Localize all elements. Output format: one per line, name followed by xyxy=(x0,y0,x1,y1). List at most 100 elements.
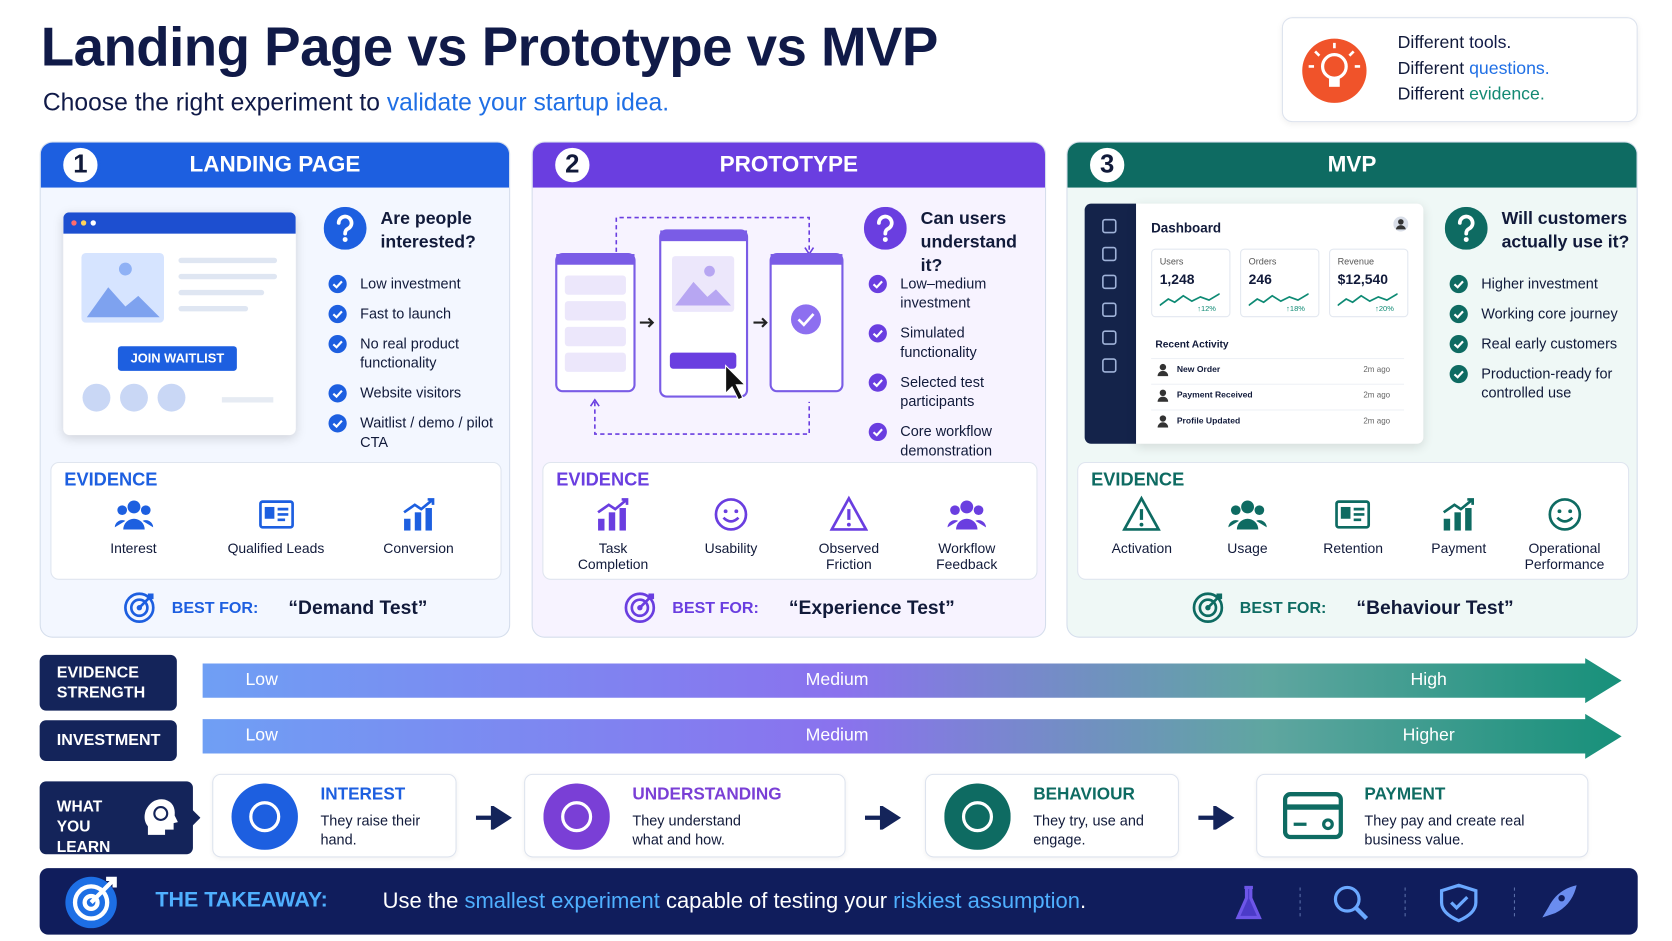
tagline-prefix: Different xyxy=(1397,84,1470,104)
evidence-icon-part xyxy=(402,498,434,514)
head-icon-part xyxy=(144,799,178,835)
point: Higher investment xyxy=(1449,274,1632,294)
column-card: 3 MVP Will customers actually use it? Highe… xyxy=(1066,141,1638,638)
sidebar-icons xyxy=(1102,218,1117,373)
scale-label: INVESTMENT xyxy=(39,720,177,761)
stat-label: Revenue xyxy=(1337,256,1375,267)
evidence-item: Retention xyxy=(1302,495,1405,572)
flow-arrow-part xyxy=(864,805,902,830)
evidence-items: Interest Qualified Leads Conversion xyxy=(62,495,490,556)
takeaway-icon xyxy=(65,876,117,929)
takeaway-bar: THE TAKEAWAY: Use the smallest experiment… xyxy=(39,868,1638,935)
evidence-icon xyxy=(1443,498,1475,531)
evidence-icon-part xyxy=(1443,498,1475,514)
evidence-icon-part xyxy=(258,500,294,529)
landing-mock-art-part xyxy=(82,383,111,412)
check-icon-part xyxy=(332,280,343,289)
evidence-icon-part xyxy=(127,500,140,514)
evidence-icon xyxy=(1335,500,1371,529)
user-icon-part xyxy=(1396,225,1406,230)
evidence-text: Payment xyxy=(1431,540,1487,557)
evidence-icon xyxy=(1228,500,1267,530)
evidence-icon-part xyxy=(1454,512,1461,531)
stat-card: Revenue $12,540 ↑20% xyxy=(1329,248,1409,318)
check-icon-part xyxy=(328,334,347,354)
page-title: Landing Page vs Prototype vs MVP xyxy=(40,16,939,78)
check-icon-part xyxy=(868,373,887,392)
evidence-text: Workflow Feedback xyxy=(936,540,998,573)
point: Fast to launch xyxy=(328,304,505,324)
evidence-icon-part xyxy=(597,498,629,514)
check-icon-part xyxy=(328,274,347,294)
target-icon-part xyxy=(1206,593,1222,609)
column-card: 2 PROTOTYPE Can users understand it? Low–me… xyxy=(531,141,1047,638)
evidence-icon-part xyxy=(1557,509,1562,514)
landing-mock-art-part xyxy=(118,262,132,276)
landing-mock-art-part xyxy=(63,212,296,234)
activity-row: Profile Updated 2m ago xyxy=(1151,409,1405,430)
check-icon-part xyxy=(328,304,347,324)
prototype-mock-part xyxy=(564,352,626,372)
evidence-icon-part xyxy=(1567,509,1572,514)
evidence-icon-part xyxy=(1139,522,1144,527)
column-title: LANDING PAGE xyxy=(189,152,361,177)
scale-arrow-part xyxy=(202,713,1622,759)
learn-icon-part xyxy=(561,801,593,833)
column-number: 3 xyxy=(1086,144,1128,186)
evidence-icon-part xyxy=(264,506,274,519)
evidence-text: Interest xyxy=(110,540,157,557)
evidence-icon-part xyxy=(140,505,151,515)
evidence-icon-part xyxy=(714,498,748,531)
evidence-icon-part xyxy=(424,508,432,531)
takeaway-part: Use the xyxy=(382,888,465,914)
takeaway-icon-part xyxy=(89,876,117,904)
learn-icon-part xyxy=(543,783,610,850)
check-icon-part xyxy=(1453,310,1464,319)
evidence-icon-part xyxy=(403,518,410,531)
takeaway-icons-part xyxy=(1354,906,1369,921)
check-icon-part xyxy=(332,419,343,429)
check-icon xyxy=(868,373,887,392)
sparkline xyxy=(1159,292,1220,307)
question-icon xyxy=(1444,206,1488,250)
evidence-icon-part xyxy=(947,518,987,530)
target-icon-part xyxy=(124,592,155,623)
evidence-item: Conversion xyxy=(367,495,470,556)
tagline-word: questions. xyxy=(1469,58,1550,79)
prototype-mock-part xyxy=(659,229,749,398)
subtitle-highlight: validate your startup idea. xyxy=(386,87,670,116)
dashboard-title: Dashboard xyxy=(1151,220,1222,236)
tagline-prefix: Different xyxy=(1397,33,1470,53)
stat-value: 246 xyxy=(1248,271,1272,288)
target-icon-part xyxy=(1192,592,1223,623)
takeaway-icons-part xyxy=(1333,885,1361,913)
learn-title: PAYMENT xyxy=(1364,785,1446,804)
scale-level: Higher xyxy=(1402,725,1455,745)
flow-arrow xyxy=(864,805,902,830)
subtitle-text: Choose the right experiment to xyxy=(42,87,387,116)
evidence-icon-part xyxy=(1465,508,1472,531)
target-icon-part xyxy=(624,592,656,623)
question-icon-part xyxy=(1463,237,1469,243)
learn-card: BEHAVIOUR They try, use and engage. xyxy=(924,773,1179,858)
bulb-icon-part xyxy=(1308,42,1361,68)
sparkline-part xyxy=(1248,292,1309,307)
check-icon-part xyxy=(332,310,343,319)
point-text: Core workflow demonstration xyxy=(900,423,993,459)
check-icon-part xyxy=(868,324,887,343)
evidence-label: EVIDENCE xyxy=(556,469,650,490)
learn-icon-part xyxy=(961,801,994,833)
takeaway-part: . xyxy=(1079,888,1087,914)
point: Website visitors xyxy=(328,384,505,403)
activity-time: 2m ago xyxy=(1363,364,1391,375)
best-for-label: BEST FOR: xyxy=(672,598,759,617)
point-text: No real product functionality xyxy=(360,335,460,371)
landing-mock-art-part xyxy=(86,287,160,318)
evidence-item: Operational Performance xyxy=(1513,495,1616,572)
learn-title: INTEREST xyxy=(320,785,406,804)
dashboard-sidebar xyxy=(1084,203,1137,444)
check-icon xyxy=(1449,364,1468,384)
activity-item: New Order xyxy=(1176,364,1221,375)
best-for-value: “Behaviour Test” xyxy=(1356,596,1514,618)
learn-card: UNDERSTANDING They understand what and ho… xyxy=(524,773,846,858)
